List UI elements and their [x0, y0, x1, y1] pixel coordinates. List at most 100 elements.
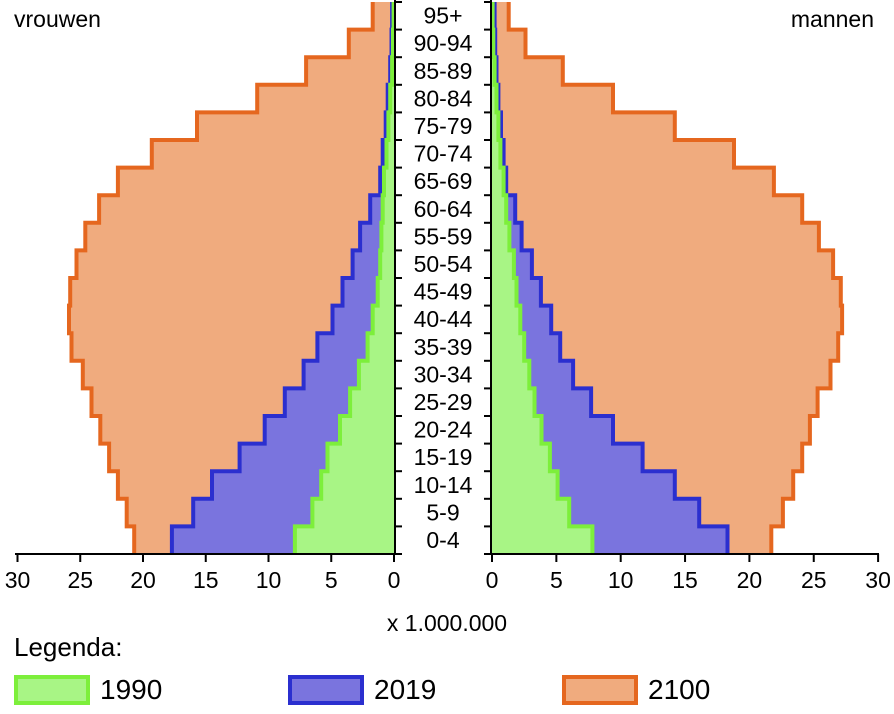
- x-tick-label-left: 25: [67, 567, 93, 593]
- area-1990-vrouwen: [294, 2, 394, 554]
- bar-2100-mannen-50-54: [492, 250, 833, 278]
- bar-1990-mannen-50-54: [492, 250, 514, 278]
- bar-1990-mannen-70-74: [492, 140, 500, 168]
- bar-1990-vrouwen-75-79: [388, 112, 394, 140]
- right-side-label: mannen: [790, 6, 874, 32]
- age-label-55-59: 55-59: [414, 223, 473, 249]
- bar-1990-vrouwen-10-14: [321, 471, 394, 499]
- bar-1990-vrouwen-30-34: [359, 361, 394, 389]
- legend-label-2019: 2019: [374, 674, 437, 705]
- bar-2100-vrouwen-75-79: [197, 112, 394, 140]
- legend-label-1990: 1990: [100, 674, 163, 705]
- bar-2100-mannen-85-89: [492, 57, 563, 85]
- bar-1990-mannen-35-39: [492, 333, 524, 361]
- bar-2100-mannen-45-49: [492, 278, 841, 306]
- x-tick-label-right: 0: [486, 567, 499, 593]
- bar-2100-mannen-60-64: [492, 195, 802, 223]
- x-tick-label-left: 0: [388, 567, 401, 593]
- age-label-75-79: 75-79: [414, 113, 473, 139]
- bar-1990-vrouwen-85-89: [392, 57, 394, 85]
- bar-1990-vrouwen-40-44: [373, 306, 394, 334]
- bar-1990-mannen-15-19: [492, 444, 550, 472]
- legend-item-2100: 2100: [562, 674, 710, 706]
- age-label-95+: 95+: [423, 3, 462, 29]
- bar-1990-vrouwen-80-84: [390, 85, 394, 113]
- age-label-45-49: 45-49: [414, 279, 473, 305]
- bar-2100-vrouwen-55-59: [85, 223, 394, 251]
- bar-1990-mannen-95+: [492, 2, 493, 30]
- left-side-label: vrouwen: [14, 6, 101, 32]
- legend-swatch-1990: [14, 675, 90, 705]
- age-label-80-84: 80-84: [414, 85, 473, 111]
- age-label-0-4: 0-4: [426, 527, 459, 553]
- bar-2100-vrouwen-65-69: [118, 168, 394, 196]
- x-tick-label-left: 10: [256, 567, 282, 593]
- outline-2100-vrouwen: [67, 2, 375, 554]
- legend-label-2100: 2100: [648, 674, 711, 705]
- bar-1990-vrouwen-65-69: [384, 168, 394, 196]
- bar-1990-mannen-80-84: [492, 85, 497, 113]
- bar-1990-vrouwen-60-64: [383, 195, 394, 223]
- age-label-50-54: 50-54: [414, 251, 473, 277]
- age-label-20-24: 20-24: [414, 417, 473, 443]
- x-tick-label-right: 20: [737, 567, 763, 593]
- x-tick-label-left: 15: [193, 567, 219, 593]
- legend-swatch-2019: [288, 675, 364, 705]
- bar-1990-vrouwen-50-54: [380, 250, 394, 278]
- age-label-65-69: 65-69: [414, 168, 473, 194]
- legend-item-2019: 2019: [288, 674, 436, 706]
- bar-1990-mannen-85-89: [492, 57, 495, 85]
- bar-1990-mannen-55-59: [492, 223, 509, 251]
- x-tick-label-right: 10: [608, 567, 634, 593]
- bar-2100-mannen-65-69: [492, 168, 774, 196]
- bar-1990-mannen-40-44: [492, 306, 520, 334]
- age-label-70-74: 70-74: [414, 141, 473, 167]
- bar-1990-mannen-20-24: [492, 416, 542, 444]
- bar-1990-vrouwen-15-19: [327, 444, 394, 472]
- age-label-35-39: 35-39: [414, 334, 473, 360]
- area-1990-mannen: [492, 2, 593, 554]
- bar-1990-mannen-5-9: [492, 499, 569, 527]
- x-tick-label-left: 20: [130, 567, 156, 593]
- bar-1990-vrouwen-25-29: [350, 388, 394, 416]
- bar-2100-vrouwen-60-64: [99, 195, 394, 223]
- bar-1990-mannen-10-14: [492, 471, 558, 499]
- age-label-5-9: 5-9: [426, 499, 459, 525]
- x-tick-label-right: 5: [550, 567, 563, 593]
- age-label-90-94: 90-94: [414, 30, 473, 56]
- bar-1990-mannen-25-29: [492, 388, 534, 416]
- bar-1990-vrouwen-5-9: [312, 499, 394, 527]
- x-tick-label-left: 5: [325, 567, 338, 593]
- bar-1990-mannen-65-69: [492, 168, 504, 196]
- outline-1990-mannen: [490, 2, 595, 554]
- age-label-25-29: 25-29: [414, 389, 473, 415]
- legend-item-1990: 1990: [14, 674, 162, 706]
- bar-2100-mannen-55-59: [492, 223, 819, 251]
- bar-1990-vrouwen-90-94: [393, 30, 394, 58]
- bar-1990-mannen-90-94: [492, 30, 493, 58]
- bar-2100-vrouwen-50-54: [76, 250, 394, 278]
- age-label-40-44: 40-44: [414, 306, 473, 332]
- age-label-60-64: 60-64: [414, 196, 473, 222]
- bar-1990-vrouwen-70-74: [386, 140, 394, 168]
- bar-2100-vrouwen-70-74: [152, 140, 394, 168]
- bar-1990-mannen-0-4: [492, 526, 592, 554]
- age-label-10-14: 10-14: [414, 472, 473, 498]
- age-label-85-89: 85-89: [414, 58, 473, 84]
- outline-2100-mannen: [506, 2, 845, 554]
- bar-2100-vrouwen-90-94: [349, 30, 394, 58]
- bar-2100-vrouwen-85-89: [306, 57, 394, 85]
- bar-2100-mannen-80-84: [492, 85, 613, 113]
- bar-1990-vrouwen-55-59: [381, 223, 394, 251]
- outline-1990-vrouwen: [292, 2, 396, 554]
- bar-2100-vrouwen-80-84: [257, 85, 394, 113]
- x-tick-label-left: 30: [5, 567, 31, 593]
- bar-1990-vrouwen-0-4: [295, 526, 394, 554]
- bar-1990-mannen-45-49: [492, 278, 516, 306]
- bar-1990-vrouwen-35-39: [368, 333, 394, 361]
- bar-1990-mannen-75-79: [492, 112, 498, 140]
- legend-title: Legenda:: [14, 632, 123, 662]
- outline-2019-vrouwen: [169, 2, 395, 554]
- x-tick-label-right: 30: [865, 567, 891, 593]
